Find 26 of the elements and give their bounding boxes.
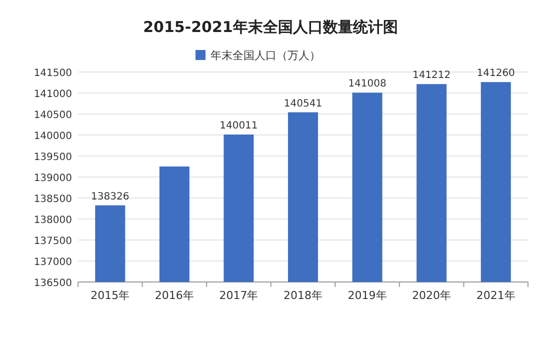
xtick: 2018年	[284, 289, 322, 302]
label: 141212	[412, 70, 451, 82]
ytick: 140000	[34, 131, 72, 142]
ytick: 137000	[34, 257, 72, 268]
ytick: 139500	[34, 152, 72, 163]
xtick: 2021年	[476, 289, 516, 302]
xtick: 2016年	[154, 289, 194, 302]
ytick: 141000	[34, 89, 72, 100]
xtick: 2020年	[412, 289, 452, 302]
label: 140541	[284, 98, 322, 110]
xtick: 2017年	[219, 289, 258, 302]
ytick: 138000	[34, 215, 72, 226]
xtick: 2019年	[348, 289, 387, 302]
ytick: 141500	[34, 68, 72, 79]
title: 2015-2021年末全国人口数量统计图	[143, 18, 398, 36]
label: 138326	[91, 191, 130, 202]
label: 141260	[476, 68, 515, 80]
label: 141008	[348, 78, 386, 90]
ytick: 138500	[34, 194, 72, 205]
ytick: 140500	[34, 110, 72, 121]
legend: 年末全国人口（万人）	[210, 49, 320, 62]
ytick: 137500	[34, 236, 72, 247]
ytick: 136500	[34, 278, 72, 289]
xtick: 2015年	[90, 289, 130, 302]
ytick: 139000	[34, 173, 72, 184]
label: 140011	[220, 120, 258, 132]
